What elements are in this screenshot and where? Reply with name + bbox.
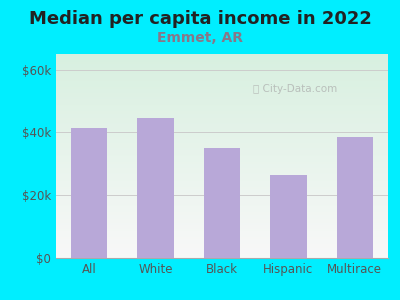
Text: Median per capita income in 2022: Median per capita income in 2022 — [28, 11, 372, 28]
Bar — [204, 148, 240, 258]
Bar — [270, 175, 307, 258]
Bar — [336, 137, 373, 258]
Text: ⓘ City-Data.com: ⓘ City-Data.com — [253, 84, 337, 94]
Text: Emmet, AR: Emmet, AR — [157, 32, 243, 46]
Bar — [71, 128, 108, 258]
Bar — [137, 118, 174, 258]
